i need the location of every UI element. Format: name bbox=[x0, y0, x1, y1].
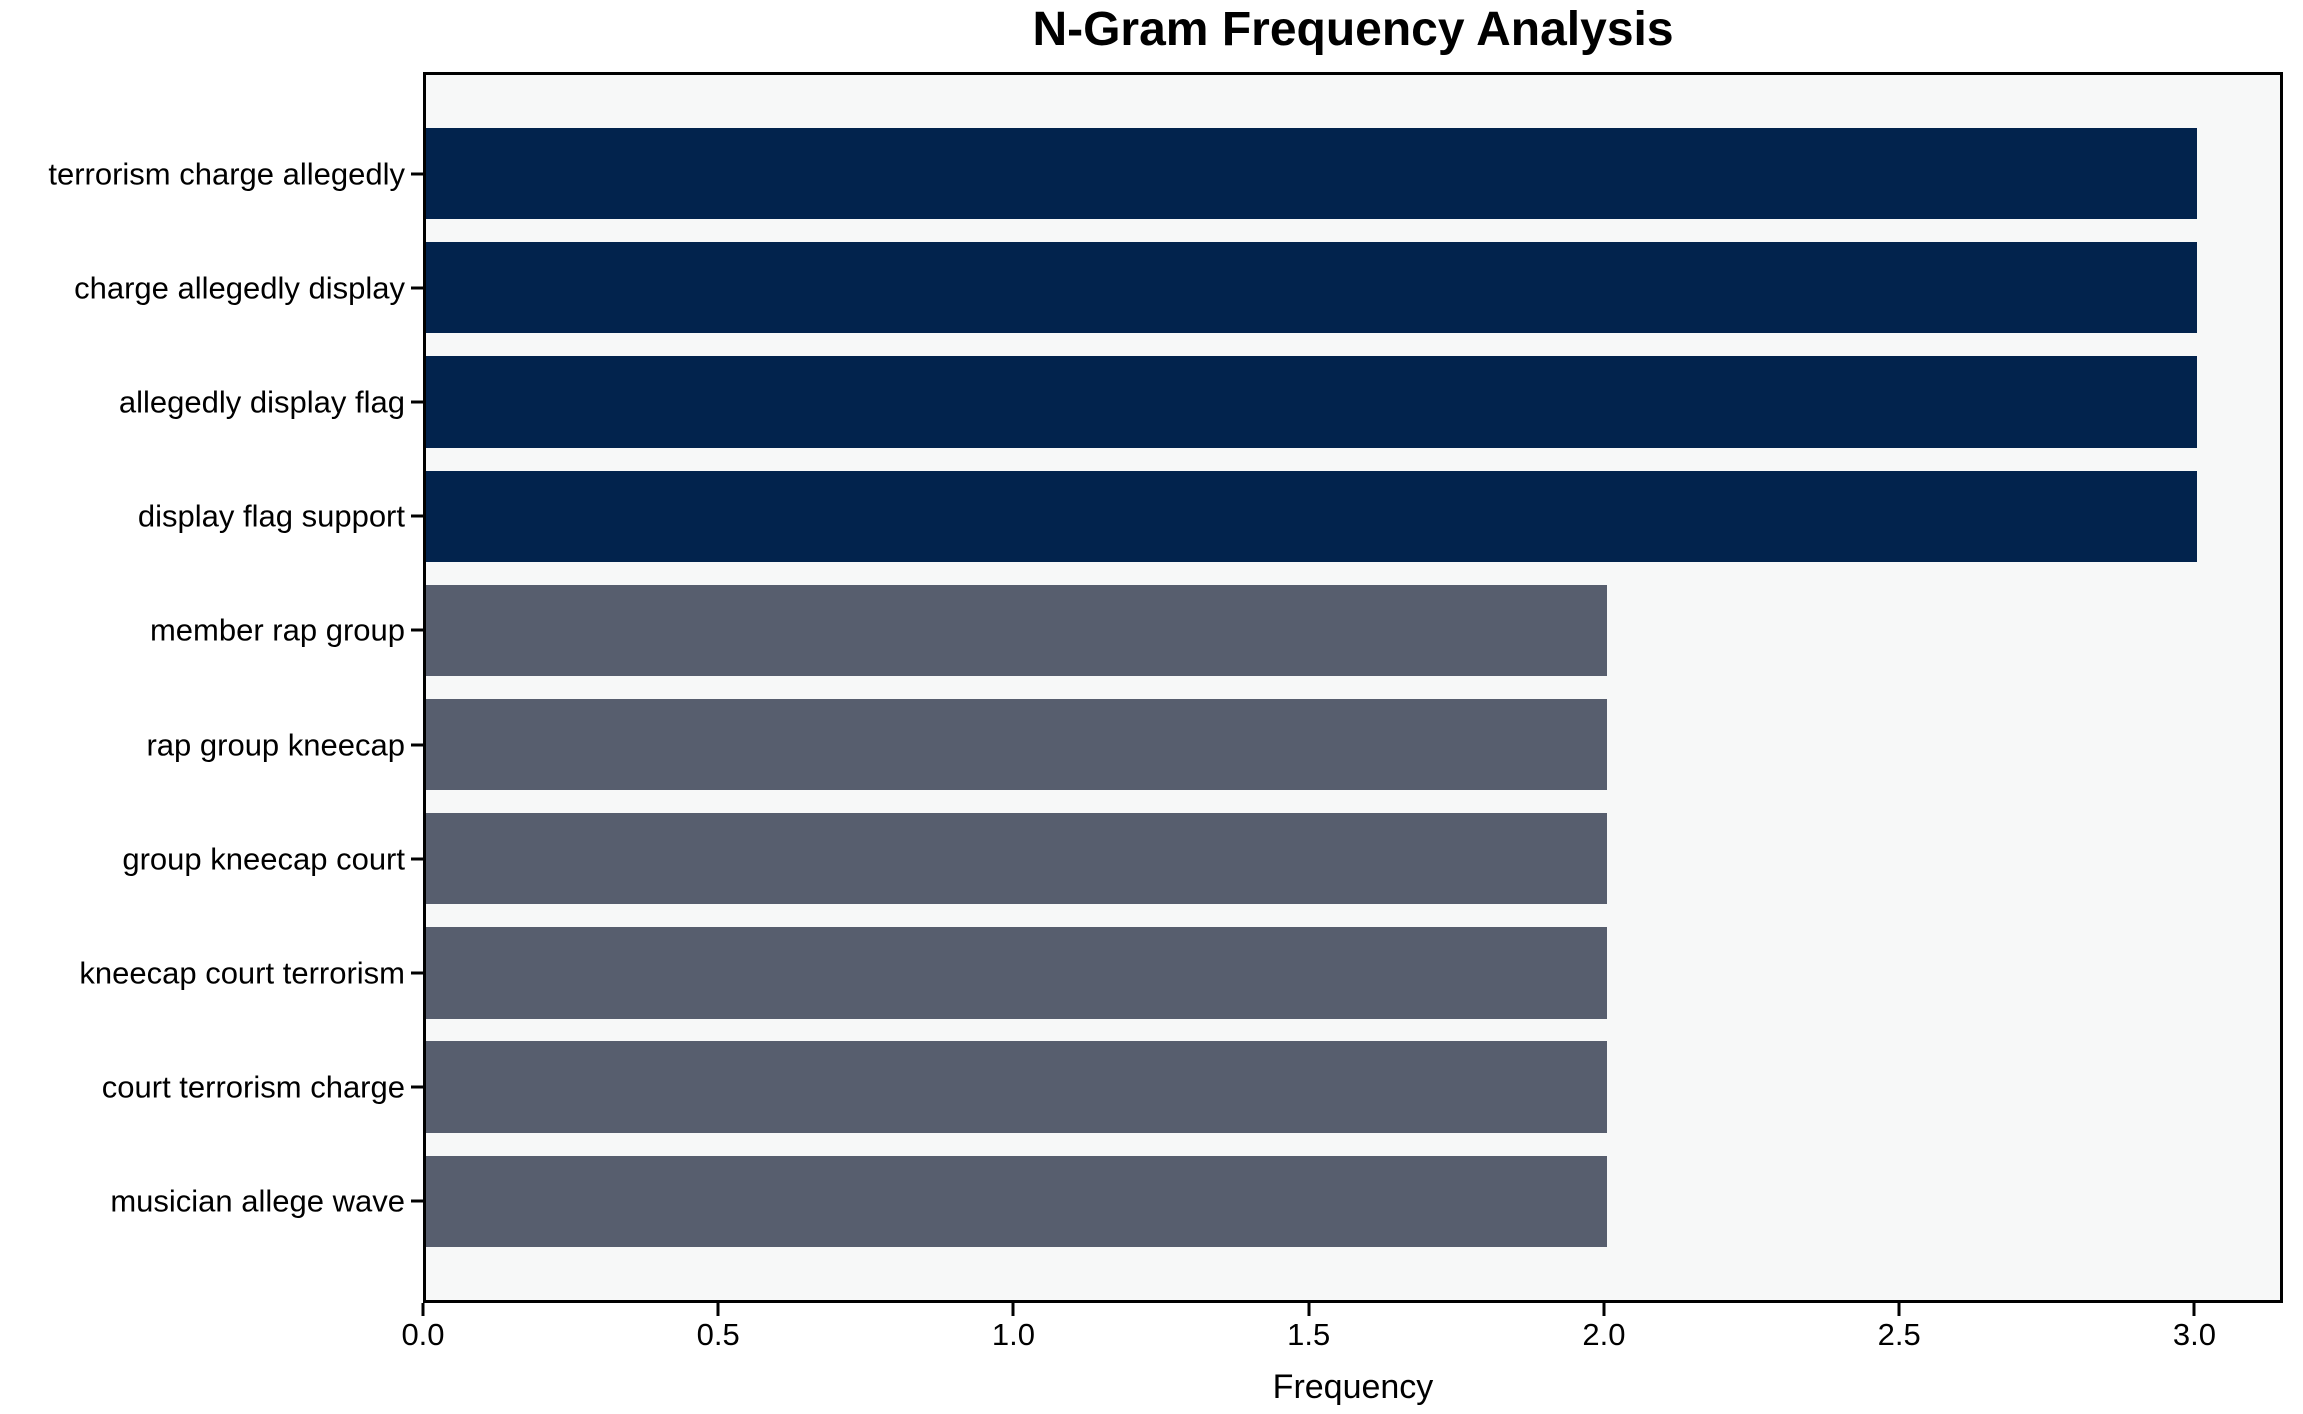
y-tick-label: group kneecap court bbox=[122, 841, 405, 877]
y-tick bbox=[411, 286, 423, 290]
y-tick bbox=[411, 857, 423, 861]
x-tick bbox=[1602, 1303, 1606, 1316]
y-tick-label: court terrorism charge bbox=[101, 1069, 405, 1105]
y-tick bbox=[411, 971, 423, 975]
x-tick bbox=[716, 1303, 720, 1316]
bar bbox=[426, 813, 1607, 905]
bar bbox=[426, 584, 1607, 677]
y-tick bbox=[411, 743, 423, 747]
y-tick bbox=[411, 400, 423, 404]
x-tick-label: 2.0 bbox=[1582, 1317, 1626, 1352]
chart-title: N-Gram Frequency Analysis bbox=[1032, 3, 1674, 56]
bar bbox=[426, 356, 2198, 448]
bar bbox=[426, 698, 1607, 791]
x-tick-label: 2.5 bbox=[1877, 1317, 1921, 1352]
bar bbox=[426, 242, 2198, 334]
y-axis: terrorism charge allegedly charge alleged… bbox=[0, 72, 423, 1303]
x-axis: 0.0 0.5 1.0 1.5 2.0 2.5 3.0 bbox=[401, 1303, 2283, 1413]
y-tick bbox=[411, 628, 423, 632]
plot-area bbox=[423, 72, 2283, 1303]
bar bbox=[426, 127, 2198, 220]
y-tick-label: musician allege wave bbox=[110, 1183, 405, 1219]
y-tick bbox=[411, 172, 423, 176]
y-tick bbox=[411, 514, 423, 518]
bar bbox=[426, 470, 2198, 562]
bar bbox=[426, 1041, 1607, 1133]
bar bbox=[426, 1155, 1607, 1248]
x-tick-label: 1.0 bbox=[991, 1317, 1036, 1352]
x-axis-label: Frequency bbox=[1272, 1368, 1434, 1406]
y-tick-label: terrorism charge allegedly bbox=[48, 156, 405, 192]
y-tick-label: display flag support bbox=[137, 498, 405, 534]
x-tick bbox=[1307, 1303, 1311, 1316]
x-tick-label: 0.5 bbox=[696, 1317, 740, 1352]
y-tick bbox=[411, 1085, 423, 1089]
y-tick-label: member rap group bbox=[149, 612, 405, 648]
x-tick-label: 3.0 bbox=[2172, 1317, 2216, 1352]
bar bbox=[426, 927, 1607, 1019]
x-tick bbox=[1897, 1303, 1901, 1316]
y-tick-label: charge allegedly display bbox=[74, 270, 405, 306]
x-tick-label: 1.5 bbox=[1287, 1317, 1331, 1352]
x-tick bbox=[2192, 1303, 2196, 1316]
y-tick bbox=[411, 1199, 423, 1203]
y-tick-label: allegedly display flag bbox=[118, 384, 405, 420]
x-tick bbox=[421, 1303, 425, 1316]
y-tick-label: rap group kneecap bbox=[146, 727, 405, 763]
y-tick-label: kneecap court terrorism bbox=[79, 955, 405, 991]
x-tick-label: 0.0 bbox=[401, 1317, 445, 1352]
x-tick bbox=[1011, 1303, 1015, 1316]
